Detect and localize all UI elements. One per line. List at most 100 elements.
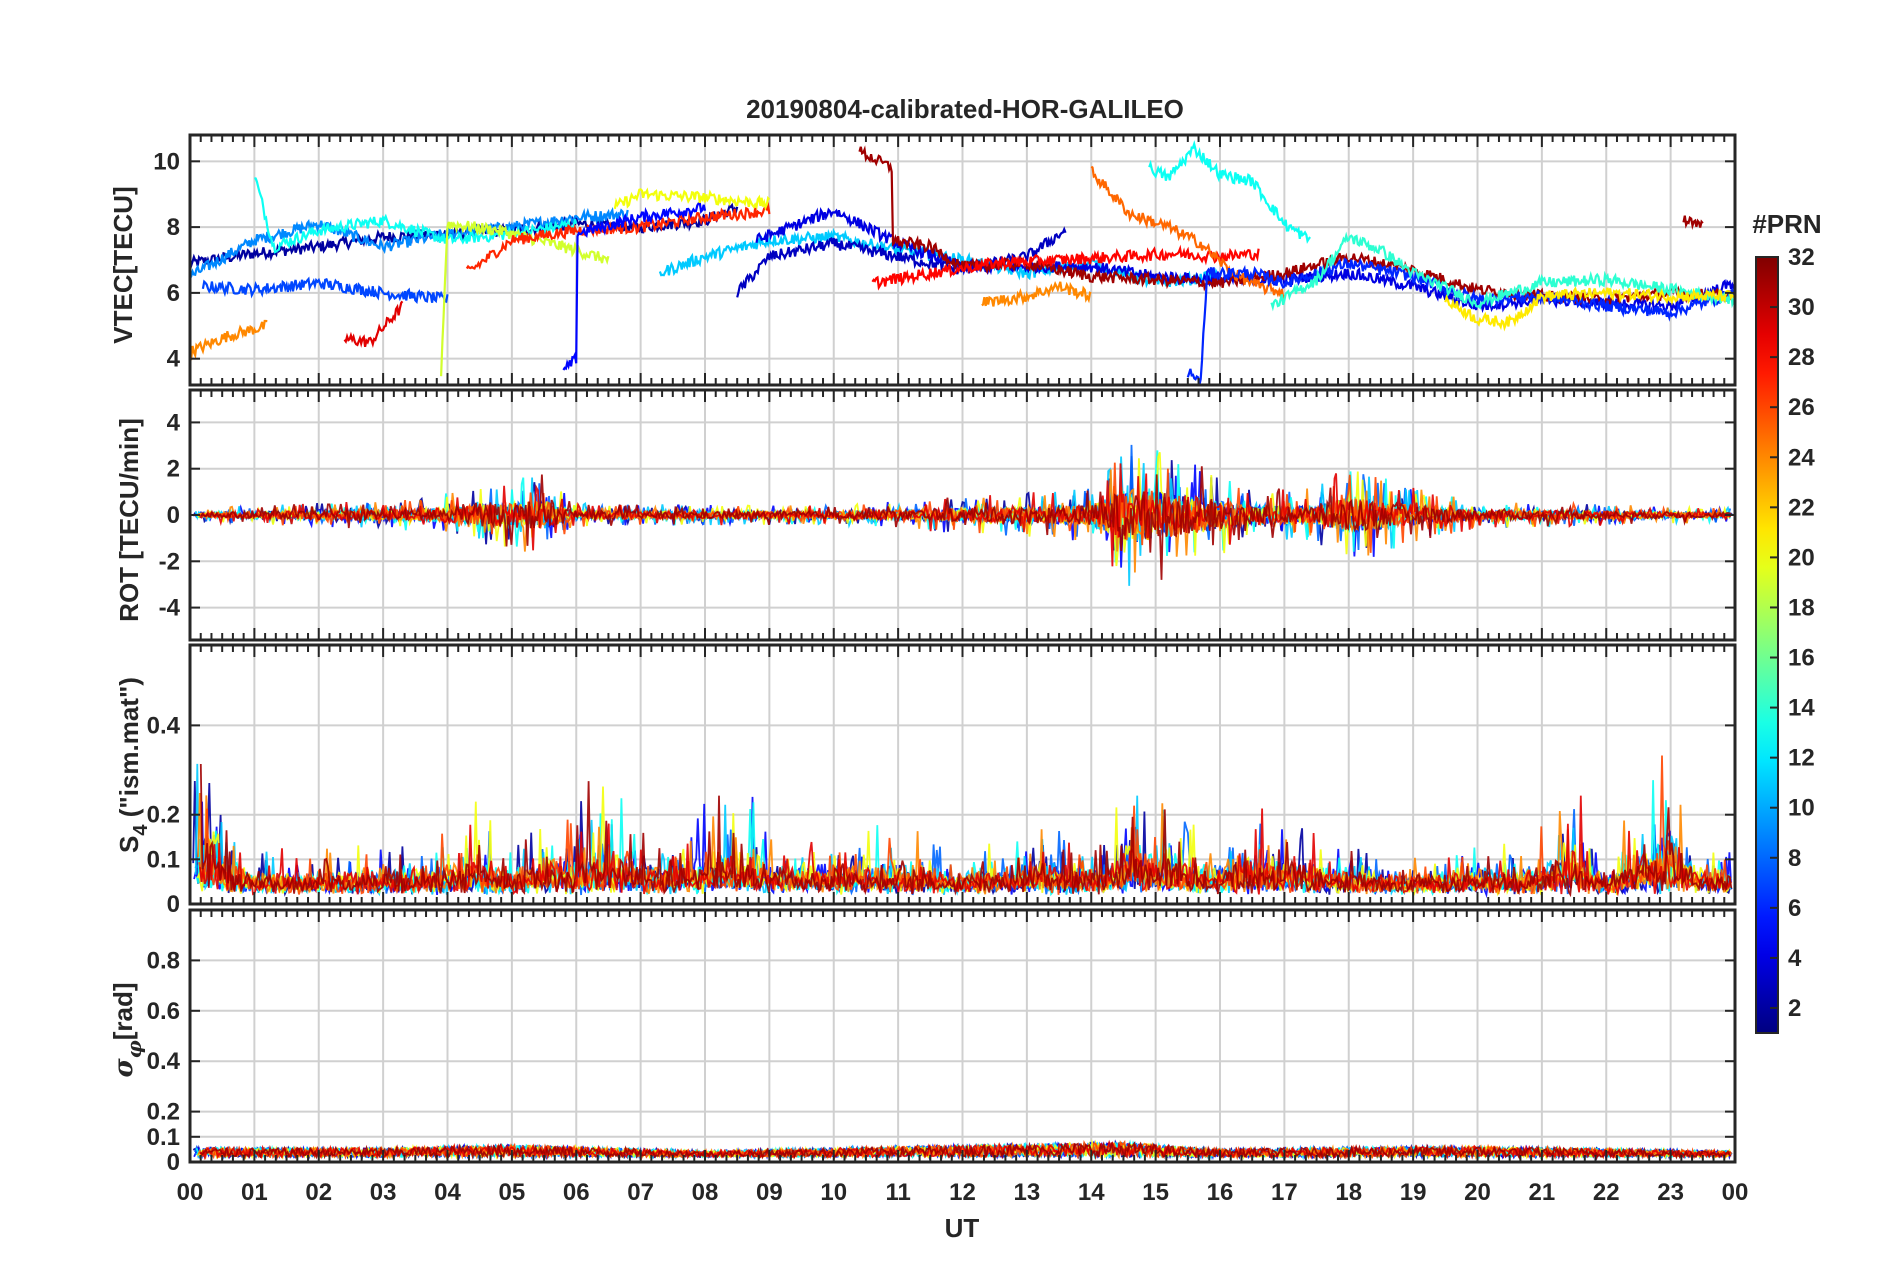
s4-data: [192, 755, 1733, 899]
colorbar-tick-label: 28: [1788, 344, 1815, 371]
series-prn-6: [1186, 257, 1735, 385]
s4-ytick-label: 0.1: [147, 846, 180, 873]
sigma-phi-ytick-label: 0: [167, 1149, 180, 1176]
series-prn-31: [199, 763, 1733, 898]
x-tick-label: 06: [563, 1179, 590, 1206]
x-tick-label: 02: [305, 1179, 332, 1206]
rot-ylabel: ROT [TECU/min]: [114, 418, 144, 622]
x-tick-label: 16: [1207, 1179, 1234, 1206]
x-tick-label: 08: [692, 1179, 719, 1206]
s4-ytick-label: 0: [167, 891, 180, 918]
colorbar-tick-label: 12: [1788, 745, 1815, 772]
x-tick-label: 00: [1722, 1179, 1749, 1206]
colorbar-tick-label: 2: [1788, 995, 1801, 1022]
vtec-ytick-label: 10: [153, 148, 180, 175]
colorbar-tick-label: 24: [1788, 444, 1815, 471]
vtec-ylabel: VTEC[TECU]: [108, 186, 138, 343]
colorbar-tick-label: 10: [1788, 795, 1815, 822]
series-prn-29: [199, 463, 1732, 567]
vtec-ytick-label: 8: [167, 214, 180, 241]
vtec-panel: 4 6 8 10: [153, 133, 1737, 387]
colorbar-tick-label: 8: [1788, 845, 1801, 872]
colorbar-tick-label: 16: [1788, 645, 1815, 672]
x-tick-label: 07: [627, 1179, 654, 1206]
series-prn-24: [190, 319, 268, 361]
series-prn-20: [613, 187, 771, 211]
x-tick-labels: 00 01 02 03 04 05 06 07 08 09 10 11 12 13 14 15 16 17 18 19…: [177, 1179, 1749, 1206]
colorbar-gradient: [1755, 256, 1779, 1034]
series-prn-31: [1682, 215, 1704, 230]
x-tick-label: 03: [370, 1179, 397, 1206]
rot-data: [192, 444, 1733, 586]
series-prn-31: [858, 145, 1735, 307]
vtec-ytick-label: 4: [167, 346, 181, 373]
sigma-phi-ytick-label: 0.1: [147, 1124, 180, 1151]
series-prn-7: [201, 276, 449, 305]
s4-axes-frame: [188, 643, 1737, 906]
sigma-phi-ytick-label: 0.8: [147, 947, 180, 974]
s4-ytick-label: 0.2: [147, 802, 180, 829]
vtec-ytick-label: 6: [167, 280, 180, 307]
sigma-phi-grid: [189, 910, 1736, 1163]
series-prn-24: [981, 280, 1092, 308]
x-tick-label: 13: [1014, 1179, 1041, 1206]
colorbar-tick-label: 20: [1788, 544, 1815, 571]
sigma-phi-ytick-label: 0.4: [147, 1048, 181, 1075]
sigma-phi-panel: 00.10.2 0.4 0.6 0.8: [147, 908, 1737, 1176]
series-prn-28: [871, 244, 1260, 291]
series-prn-14: [1270, 231, 1735, 312]
colorbar-tick-label: 30: [1788, 294, 1815, 321]
x-tick-label: 23: [1657, 1179, 1684, 1206]
rot-ytick-label: -2: [159, 548, 180, 575]
x-tick-label: 09: [756, 1179, 783, 1206]
series-prn-5: [562, 201, 707, 371]
x-tick-label: 15: [1142, 1179, 1169, 1206]
x-tick-label: 11: [885, 1179, 910, 1206]
x-tick-label: 18: [1335, 1179, 1362, 1206]
x-tick-label: 21: [1529, 1179, 1556, 1206]
x-axis-label: UT: [945, 1213, 980, 1243]
rot-ytick-label: 0: [167, 502, 180, 529]
series-prn-3: [736, 226, 1067, 298]
rot-panel: -4 -2 0 2 4: [159, 388, 1737, 642]
series-prn-13: [1148, 139, 1311, 244]
sigma-phi-ytick-label: 0.2: [147, 1099, 180, 1126]
sigma-phi-axes-frame: [188, 908, 1737, 1164]
rot-ytick-label: 4: [167, 409, 181, 436]
svg-text:σφ[rad]: σφ[rad]: [108, 982, 146, 1077]
x-tick-label: 10: [820, 1179, 847, 1206]
chart-title: 20190804-calibrated-HOR-GALILEO: [746, 94, 1184, 124]
sigma-phi-ytick-label: 0.6: [147, 998, 180, 1025]
colorbar-tick-label: 22: [1788, 494, 1815, 521]
series-prn-29: [343, 300, 404, 349]
colorbar-label: #PRN: [1752, 209, 1821, 239]
colorbar-tick-label: 26: [1788, 394, 1815, 421]
s4-ylabel: S4 ("ism.mat"): [114, 677, 152, 853]
rot-ytick-label: 2: [167, 456, 180, 483]
series-prn-9: [190, 206, 629, 280]
vtec-data: [190, 139, 1735, 385]
x-tick-label: 00: [177, 1179, 204, 1206]
rot-ytick-label: -4: [159, 595, 181, 622]
x-tick-label: 19: [1400, 1179, 1427, 1206]
rot-axes-frame: [188, 388, 1737, 642]
colorbar-tick-label: 18: [1788, 594, 1815, 621]
x-tick-label: 14: [1078, 1179, 1105, 1206]
colorbar-tick-label: 32: [1788, 244, 1815, 271]
x-tick-label: 12: [949, 1179, 976, 1206]
s4-panel: 0 0.1 0.2 0.4: [147, 643, 1737, 918]
svg-text:S4 ("ism.mat"): S4 ("ism.mat"): [114, 677, 152, 853]
series-prn-31: [200, 466, 1732, 580]
colorbar-tick-label: 6: [1788, 895, 1801, 922]
x-tick-label: 05: [499, 1179, 526, 1206]
series-prn-31: [200, 1141, 1732, 1161]
vtec-axes-frame: [188, 133, 1737, 387]
sigma-phi-ylabel: σφ[rad]: [108, 982, 146, 1077]
x-tick-label: 20: [1464, 1179, 1491, 1206]
series-prn-19: [440, 220, 610, 377]
x-tick-label: 01: [241, 1179, 268, 1206]
colorbar-tick-label: 14: [1788, 695, 1815, 722]
x-tick-label: 17: [1271, 1179, 1298, 1206]
